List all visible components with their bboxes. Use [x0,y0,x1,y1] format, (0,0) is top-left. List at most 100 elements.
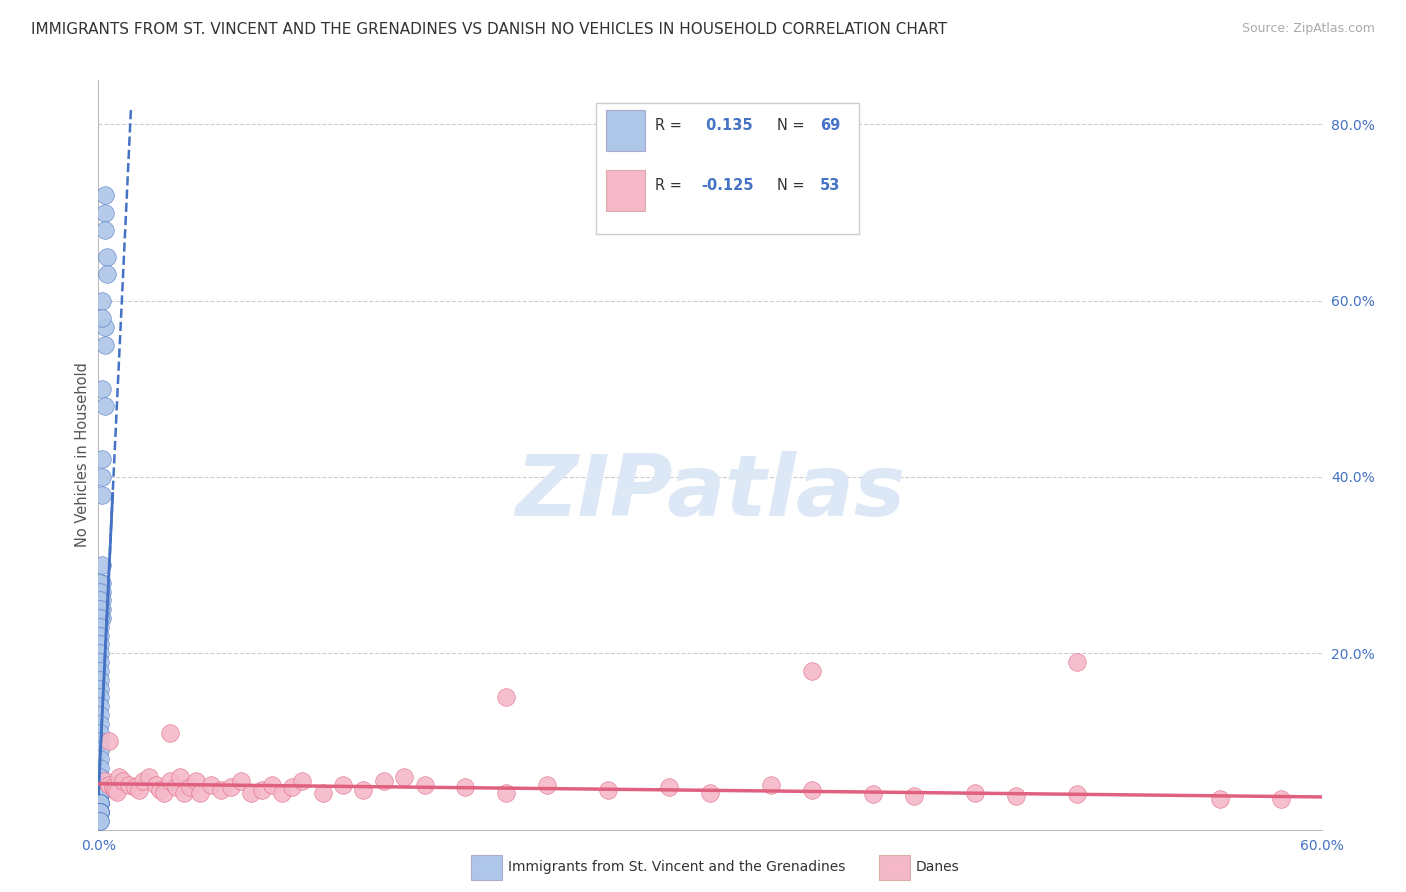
Point [89,796,111,810]
Point [1270,791,1292,805]
Text: -0.125: -0.125 [702,178,754,193]
FancyBboxPatch shape [606,111,645,152]
Point [93,320,115,334]
Point [89,796,111,810]
Point [108,770,131,784]
Point [89,779,111,793]
Point [1209,791,1232,805]
Point [93,400,115,414]
Point [89,787,111,801]
Point [97,779,120,793]
Point [93,774,115,789]
Point [89,779,111,793]
Point [352,783,374,797]
Point [138,770,160,784]
Text: ZIPatlas: ZIPatlas [515,450,905,534]
Point [89,725,111,739]
Point [91,602,114,616]
Point [89,646,111,660]
Point [89,805,111,819]
Point [89,796,111,810]
Point [89,664,111,678]
Point [89,637,111,651]
Point [188,785,212,799]
Point [97,734,120,748]
Point [96,250,118,264]
Point [250,783,273,797]
Point [132,774,155,789]
Point [658,780,681,795]
Y-axis label: No Vehicles in Household: No Vehicles in Household [75,362,90,548]
Point [89,584,111,599]
Point [105,785,128,799]
Point [89,787,111,801]
Point [149,783,172,797]
Text: 0.135: 0.135 [702,118,754,133]
Point [128,783,150,797]
Text: Danes: Danes [915,860,959,874]
Text: 53: 53 [820,178,841,193]
Point [89,779,111,793]
Point [89,734,111,748]
Point [93,337,115,351]
Point [89,593,111,607]
Point [89,787,111,801]
Point [93,187,115,202]
Point [598,783,620,797]
Point [89,708,111,723]
Point [312,785,335,799]
Point [89,761,111,775]
Point [89,805,111,819]
Point [91,575,114,590]
Point [699,785,721,799]
Point [91,593,114,607]
Point [260,779,283,793]
Point [173,785,195,799]
Point [165,780,187,795]
Point [91,558,114,573]
Point [152,785,174,799]
Point [1066,787,1088,801]
Point [862,787,884,801]
Point [495,690,517,705]
Point [965,785,987,799]
Point [91,470,114,484]
Point [91,487,114,501]
Text: Immigrants from St. Vincent and the Grenadines: Immigrants from St. Vincent and the Gren… [508,860,845,874]
Text: R =: R = [655,118,686,133]
Point [200,779,222,793]
Point [89,681,111,696]
Point [454,780,477,795]
Point [91,452,114,467]
Point [145,779,167,793]
Point [801,783,824,797]
Point [89,796,111,810]
Point [89,673,111,687]
Point [89,805,111,819]
Point [209,783,232,797]
FancyBboxPatch shape [606,170,645,211]
Text: R =: R = [655,178,686,193]
Point [89,611,111,625]
Point [89,779,111,793]
Point [159,774,181,789]
Point [536,779,558,793]
Text: IMMIGRANTS FROM ST. VINCENT AND THE GRENADINES VS DANISH NO VEHICLES IN HOUSEHOL: IMMIGRANTS FROM ST. VINCENT AND THE GREN… [31,22,948,37]
Point [159,725,181,739]
Point [186,774,208,789]
Point [118,779,141,793]
Point [89,743,111,757]
Point [231,774,253,789]
Point [281,780,304,795]
Point [413,779,436,793]
Point [89,655,111,669]
Point [124,780,146,795]
Point [89,805,111,819]
Point [219,780,242,795]
Text: N =: N = [778,118,810,133]
Point [1004,789,1026,803]
Point [801,664,824,678]
Point [89,620,111,634]
Point [91,611,114,625]
Point [332,779,354,793]
